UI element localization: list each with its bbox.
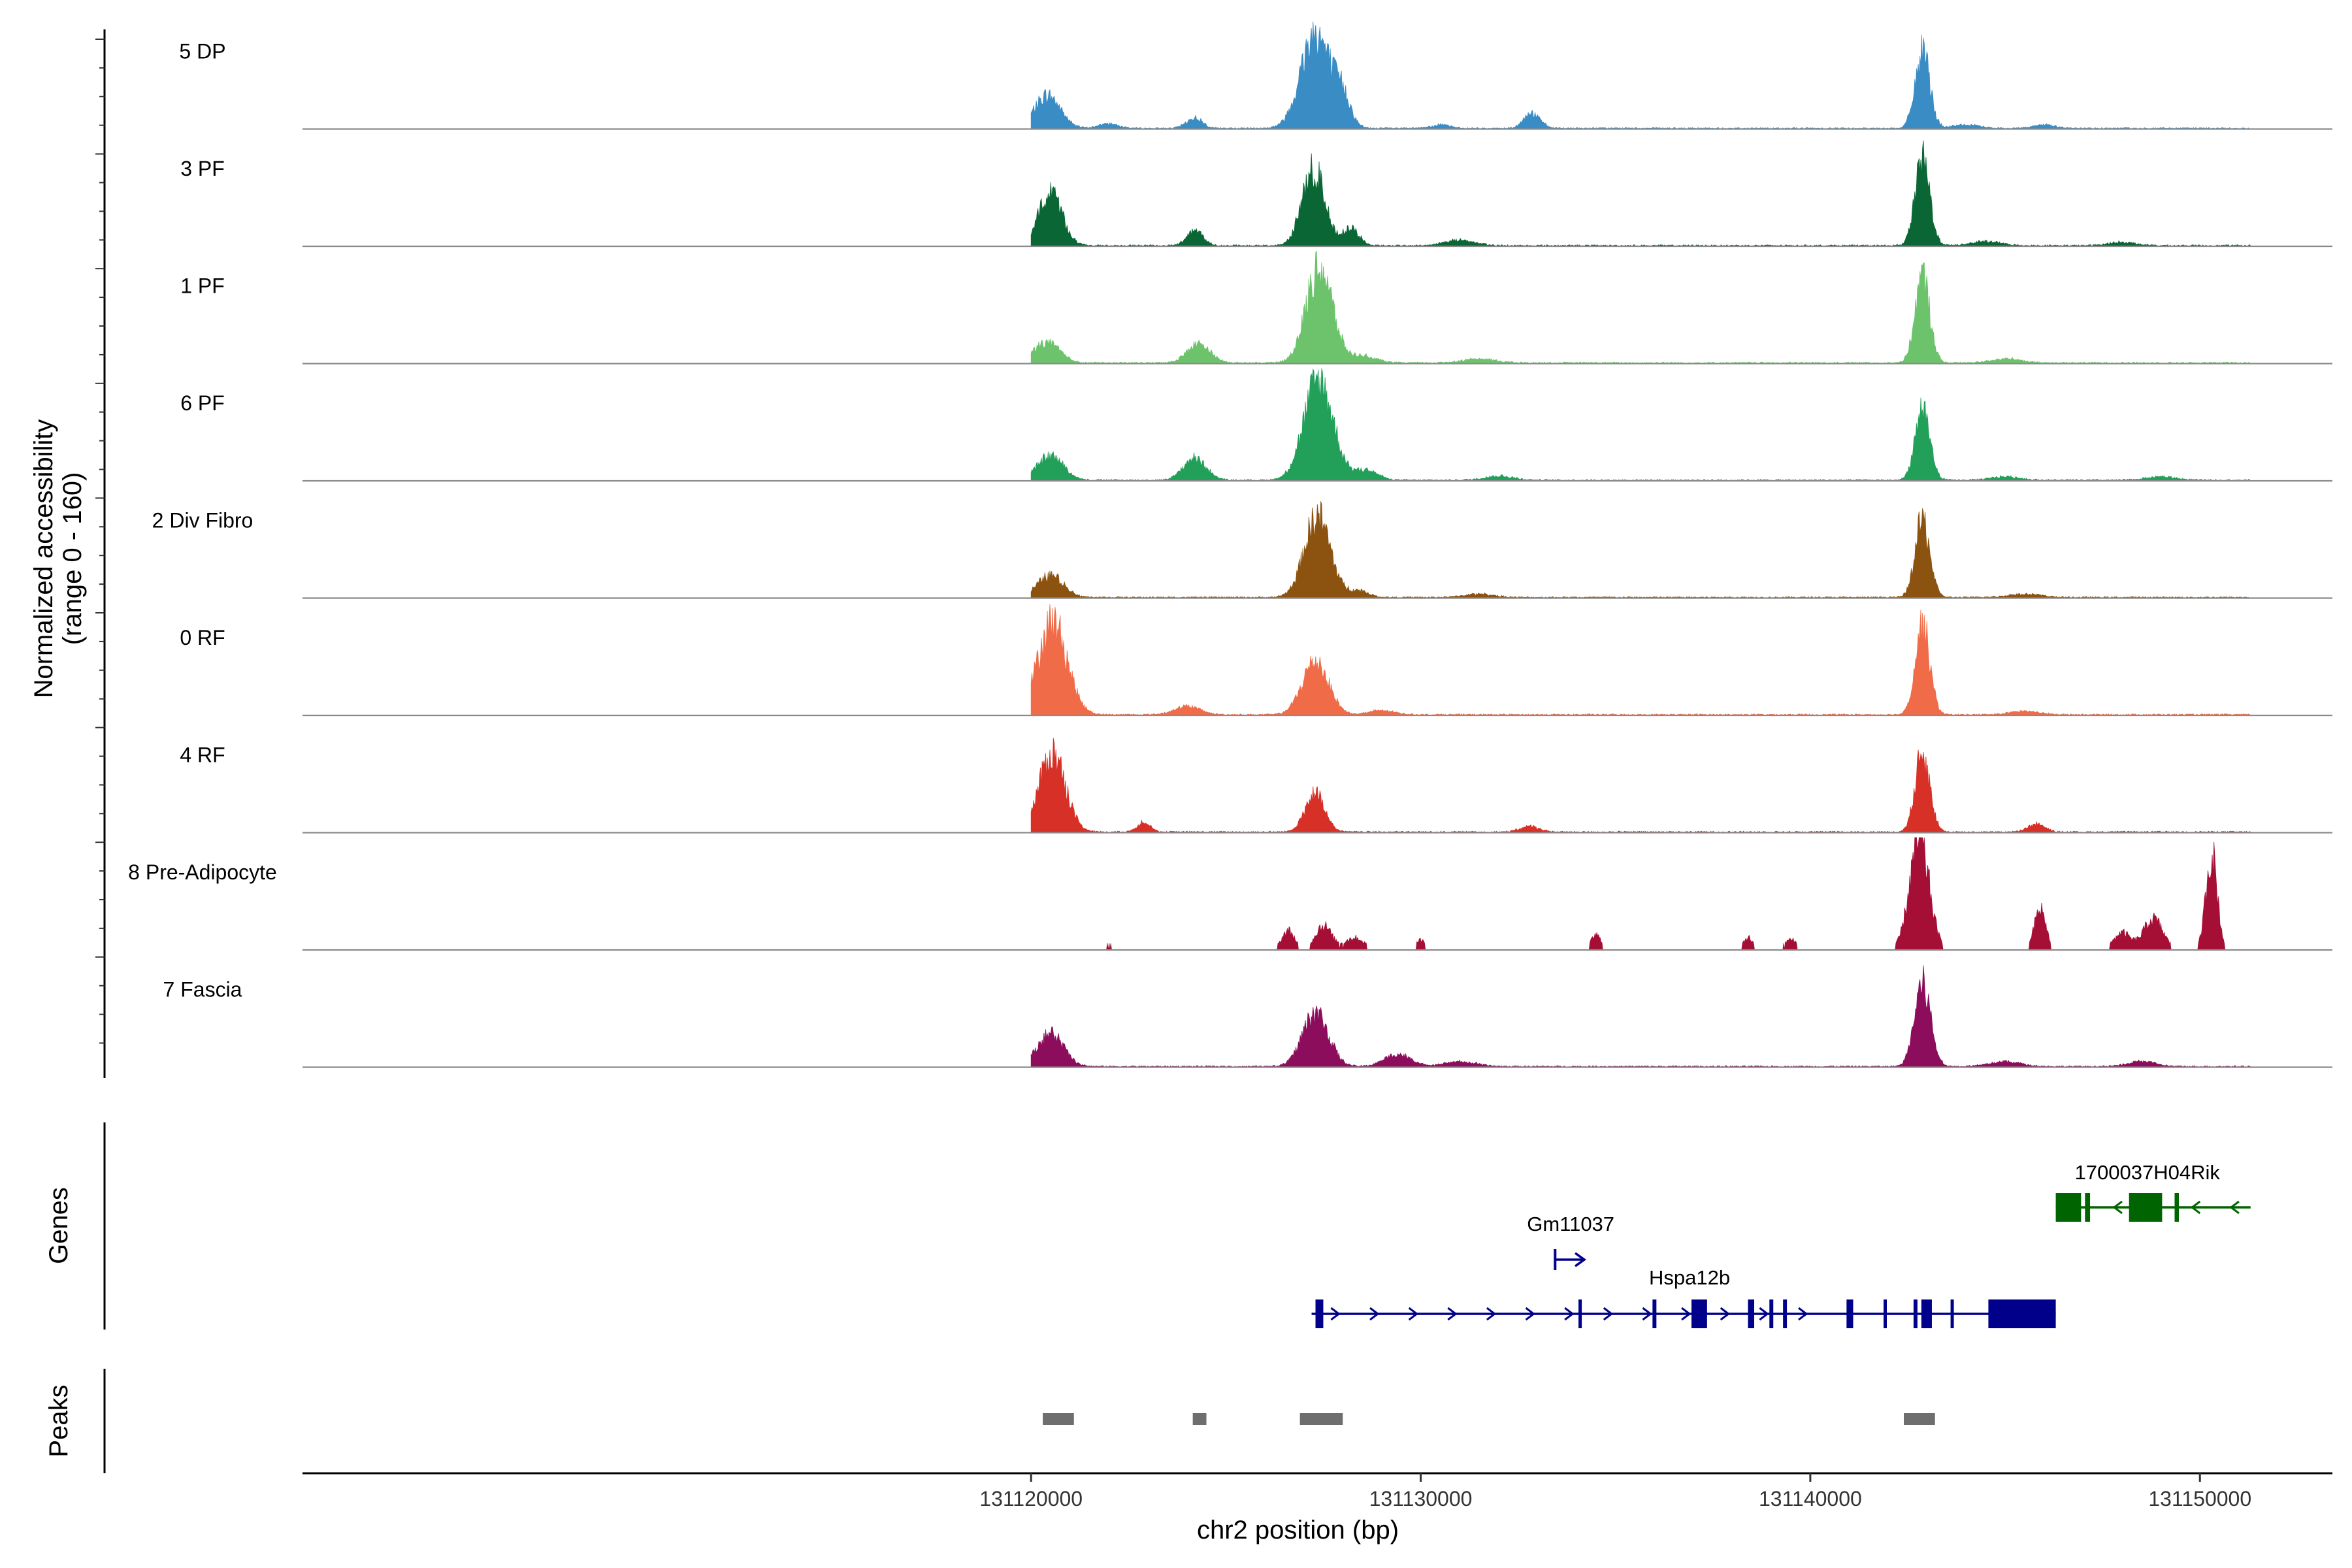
strand-chevron bbox=[2229, 1200, 2240, 1215]
x-tick-label: 131140000 bbox=[1759, 1487, 1862, 1511]
genes-track-title: Genes bbox=[44, 1187, 73, 1264]
coverage-area bbox=[1030, 965, 2251, 1068]
exon bbox=[1748, 1299, 1755, 1328]
strand-chevron bbox=[1525, 1307, 1536, 1321]
exon bbox=[1846, 1299, 1854, 1328]
coverage-area bbox=[1030, 604, 2251, 716]
track-label: 8 Pre-Adipocyte bbox=[128, 860, 277, 884]
strand-chevron bbox=[1759, 1307, 1769, 1321]
track-label: 3 PF bbox=[180, 157, 225, 180]
track-8-pre-adipocyte: 8 Pre-Adipocyte bbox=[128, 837, 2332, 951]
coverage-area bbox=[1030, 738, 2251, 834]
exon bbox=[2085, 1193, 2091, 1222]
gene-label: 1700037H04Rik bbox=[2075, 1161, 2221, 1184]
gene-1700037h04rik: 1700037H04Rik bbox=[2055, 1161, 2251, 1222]
coverage-area bbox=[1030, 368, 2251, 482]
peak-region bbox=[1043, 1413, 1074, 1425]
exon bbox=[1652, 1299, 1657, 1328]
coverage-area bbox=[1030, 22, 2251, 130]
peaks-track-title: Peaks bbox=[44, 1384, 73, 1457]
coverage-tracks: 5 DP 3 PF 1 PF 6 PF 2 Div Fibro 0 RF 4 RF 8 Pre… bbox=[128, 22, 2332, 1068]
track-3-pf: 3 PF bbox=[180, 140, 2332, 248]
exon bbox=[2129, 1193, 2163, 1222]
gene-label: Hspa12b bbox=[1649, 1266, 1730, 1289]
strand-chevron bbox=[1447, 1307, 1458, 1321]
gene-hspa12b: Hspa12b bbox=[1311, 1266, 2056, 1328]
strand-chevron bbox=[1564, 1307, 1575, 1321]
peak-region bbox=[1299, 1413, 1343, 1425]
peak-region bbox=[1904, 1413, 1935, 1425]
track-label: 0 RF bbox=[180, 626, 225, 649]
track-label: 5 DP bbox=[179, 40, 225, 63]
strand-chevron bbox=[1408, 1307, 1419, 1321]
strand-chevron bbox=[1642, 1307, 1652, 1321]
track-label: 1 PF bbox=[180, 274, 225, 298]
track-1-pf: 1 PF bbox=[180, 250, 2332, 365]
strand-chevron bbox=[2190, 1200, 2201, 1215]
exon bbox=[1769, 1299, 1774, 1328]
exon bbox=[1691, 1299, 1707, 1328]
strand-chevron bbox=[2112, 1200, 2123, 1215]
left-axes: Normalized accessibility(range 0 - 160) G… bbox=[29, 29, 106, 1473]
genes-track: 1700037H04Rik Gm11037 Hspa12b bbox=[1311, 1161, 2251, 1328]
strand-chevron bbox=[1681, 1307, 1691, 1321]
track-6-pf: 6 PF bbox=[180, 368, 2332, 482]
exon bbox=[2174, 1193, 2180, 1222]
strand-chevron bbox=[1720, 1307, 1731, 1321]
exon bbox=[1578, 1299, 1582, 1328]
x-axis-title: chr2 position (bp) bbox=[1197, 1516, 1399, 1544]
exon bbox=[1921, 1299, 1932, 1328]
x-tick-label: 131120000 bbox=[979, 1487, 1083, 1511]
strand-arrow bbox=[1574, 1252, 1587, 1267]
coverage-area bbox=[1030, 140, 2251, 247]
track-7-fascia: 7 Fascia bbox=[163, 965, 2332, 1068]
strand-chevron bbox=[1330, 1307, 1341, 1321]
track-0-rf: 0 RF bbox=[180, 604, 2332, 717]
track-label: 4 RF bbox=[180, 743, 225, 767]
coverage-area bbox=[1031, 837, 2251, 951]
y-axis-title: Normalized accessibility(range 0 - 160) bbox=[29, 419, 87, 698]
peaks-track bbox=[1043, 1413, 1935, 1425]
peak-region bbox=[1192, 1413, 1207, 1425]
x-tick-label: 131130000 bbox=[1369, 1487, 1473, 1511]
track-label: 7 Fascia bbox=[163, 978, 242, 1002]
coverage-area bbox=[1030, 501, 2251, 599]
gene-gm11037: Gm11037 bbox=[1527, 1213, 1614, 1270]
track-4-rf: 4 RF bbox=[180, 738, 2332, 834]
exon bbox=[1783, 1299, 1788, 1328]
track-5-dp: 5 DP bbox=[179, 22, 2332, 130]
strand-chevron bbox=[1603, 1307, 1614, 1321]
exon bbox=[1884, 1299, 1887, 1328]
strand-chevron bbox=[1486, 1307, 1497, 1321]
strand-chevron bbox=[1798, 1307, 1808, 1321]
track-label: 2 Div Fibro bbox=[152, 509, 253, 532]
exon bbox=[2055, 1193, 2082, 1222]
track-label: 6 PF bbox=[180, 391, 225, 415]
exon bbox=[1315, 1299, 1324, 1328]
track-2-div-fibro: 2 Div Fibro bbox=[152, 501, 2332, 599]
gene-label: Gm11037 bbox=[1527, 1213, 1614, 1235]
exon bbox=[1988, 1299, 2056, 1328]
exon bbox=[1913, 1299, 1918, 1328]
coverage-area bbox=[1030, 250, 2251, 365]
x-axis: 131120000 131130000 131140000 131150000 chr2… bbox=[302, 1472, 2332, 1544]
strand-chevron bbox=[1369, 1307, 1380, 1321]
x-tick-label: 131150000 bbox=[2148, 1487, 2251, 1511]
exon bbox=[1950, 1299, 1954, 1328]
